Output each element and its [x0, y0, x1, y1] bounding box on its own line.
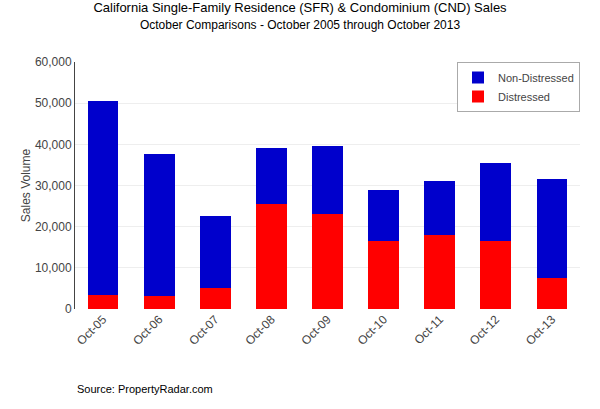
svg-text:Sales Volume: Sales Volume [19, 148, 33, 222]
svg-text:Distressed: Distressed [498, 91, 550, 103]
svg-text:Oct-08: Oct-08 [242, 312, 278, 348]
svg-text:40,000: 40,000 [35, 138, 72, 152]
svg-text:Oct-12: Oct-12 [467, 312, 503, 348]
svg-text:50,000: 50,000 [35, 96, 72, 110]
svg-text:30,000: 30,000 [35, 179, 72, 193]
svg-text:10,000: 10,000 [35, 261, 72, 275]
svg-text:0: 0 [65, 302, 72, 316]
svg-text:20,000: 20,000 [35, 220, 72, 234]
svg-text:Oct-06: Oct-06 [130, 312, 166, 348]
svg-text:Oct-09: Oct-09 [298, 312, 334, 348]
svg-text:Oct-05: Oct-05 [74, 312, 110, 348]
svg-text:Source: PropertyRadar.com: Source: PropertyRadar.com [77, 383, 213, 395]
svg-text:Non-Distressed: Non-Distressed [498, 72, 574, 84]
svg-text:60,000: 60,000 [35, 55, 72, 69]
svg-text:Oct-10: Oct-10 [355, 312, 391, 348]
svg-text:Oct-13: Oct-13 [523, 312, 559, 348]
svg-text:Oct-07: Oct-07 [186, 312, 222, 348]
svg-text:California Single-Family Resid: California Single-Family Residence (SFR)… [93, 0, 507, 32]
svg-text:Oct-11: Oct-11 [411, 312, 446, 347]
